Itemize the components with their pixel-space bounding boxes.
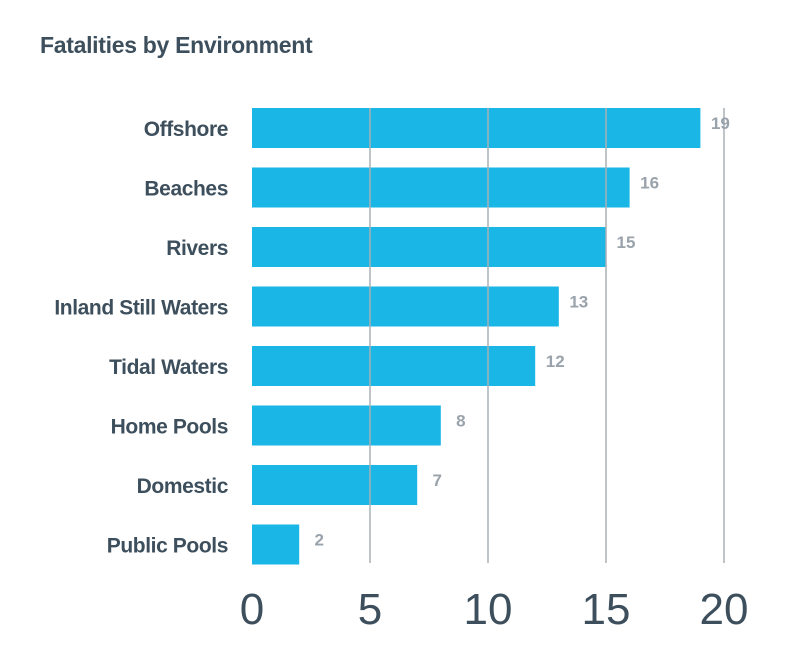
bar-home-pools — [252, 405, 441, 446]
x-tick-label: 10 — [464, 585, 513, 634]
value-label: 2 — [314, 531, 323, 550]
bar-domestic — [252, 465, 418, 505]
x-tick-label: 20 — [700, 585, 749, 634]
bar-tidal-waters — [252, 346, 536, 386]
chart-title: Fatalities by Environment — [40, 32, 313, 58]
value-label: 8 — [456, 412, 465, 431]
category-label: Beaches — [144, 178, 228, 201]
value-label: 15 — [617, 233, 636, 252]
x-tick-label: 15 — [582, 585, 631, 634]
bar-rivers — [252, 227, 606, 267]
value-label: 19 — [711, 114, 730, 133]
category-label: Rivers — [166, 237, 228, 260]
category-label: Home Pools — [111, 416, 228, 439]
category-label: Domestic — [137, 475, 229, 498]
x-tick-label: 5 — [358, 585, 382, 634]
value-label: 7 — [432, 471, 441, 490]
value-label: 16 — [640, 174, 659, 193]
bar-public-pools — [252, 524, 300, 565]
bar-inland-still-waters — [252, 286, 559, 327]
bar-offshore — [252, 108, 701, 148]
x-tick-label: 0 — [240, 585, 264, 634]
bars-layer — [252, 108, 701, 565]
bar-beaches — [252, 167, 630, 208]
category-label: Inland Still Waters — [54, 297, 228, 320]
grid-layer — [369, 108, 725, 563]
labels-layer: Offshore 19 Beaches 16 Rivers 15 Inland Still … — [54, 114, 730, 558]
value-label: 12 — [546, 352, 565, 371]
category-label: Offshore — [144, 118, 228, 141]
value-label: 13 — [569, 293, 588, 312]
category-label: Public Pools — [107, 535, 228, 558]
ticks-layer: 0 5 10 15 20 — [240, 585, 749, 634]
category-label: Tidal Waters — [109, 356, 228, 379]
